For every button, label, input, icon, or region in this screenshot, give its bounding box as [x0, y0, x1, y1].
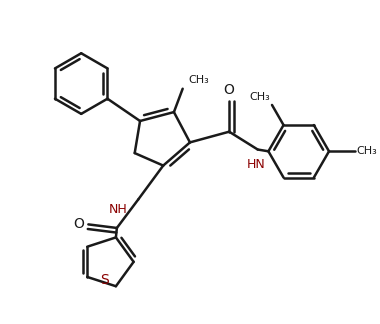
Text: CH₃: CH₃ [188, 75, 209, 85]
Text: O: O [73, 217, 84, 231]
Text: CH₃: CH₃ [356, 146, 377, 156]
Text: NH: NH [109, 203, 128, 216]
Text: S: S [100, 273, 109, 287]
Text: O: O [224, 83, 234, 97]
Text: CH₃: CH₃ [250, 92, 270, 102]
Text: HN: HN [247, 158, 265, 171]
